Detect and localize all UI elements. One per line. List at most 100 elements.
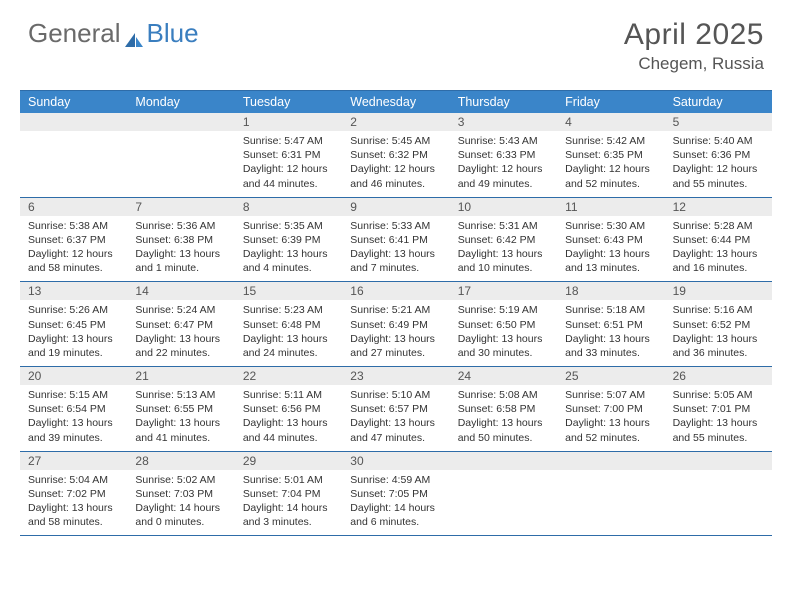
weekday-header: Friday bbox=[557, 91, 664, 113]
day-number-row: 13141516171819 bbox=[20, 282, 772, 300]
daylight-line: Daylight: 13 hours and 52 minutes. bbox=[565, 416, 656, 444]
day-number: 15 bbox=[235, 282, 342, 300]
day-number: 16 bbox=[342, 282, 449, 300]
calendar: SundayMondayTuesdayWednesdayThursdayFrid… bbox=[20, 90, 772, 536]
sunrise-line: Sunrise: 5:47 AM bbox=[243, 134, 334, 148]
sunset-line: Sunset: 7:04 PM bbox=[243, 487, 334, 501]
sunrise-line: Sunrise: 5:24 AM bbox=[135, 303, 226, 317]
daylight-line: Daylight: 13 hours and 33 minutes. bbox=[565, 332, 656, 360]
day-number: 8 bbox=[235, 198, 342, 216]
day-number: 7 bbox=[127, 198, 234, 216]
daylight-line: Daylight: 13 hours and 50 minutes. bbox=[458, 416, 549, 444]
daylight-line: Daylight: 13 hours and 19 minutes. bbox=[28, 332, 119, 360]
sunset-line: Sunset: 6:52 PM bbox=[673, 318, 764, 332]
sunset-line: Sunset: 6:50 PM bbox=[458, 318, 549, 332]
day-number: 14 bbox=[127, 282, 234, 300]
daylight-line: Daylight: 12 hours and 55 minutes. bbox=[673, 162, 764, 190]
day-cell: Sunrise: 5:01 AMSunset: 7:04 PMDaylight:… bbox=[235, 470, 342, 536]
day-number: 27 bbox=[20, 452, 127, 470]
daylight-line: Daylight: 13 hours and 58 minutes. bbox=[28, 501, 119, 529]
daylight-line: Daylight: 14 hours and 3 minutes. bbox=[243, 501, 334, 529]
day-cell: Sunrise: 5:42 AMSunset: 6:35 PMDaylight:… bbox=[557, 131, 664, 197]
weekday-header: Tuesday bbox=[235, 91, 342, 113]
day-cell: Sunrise: 5:31 AMSunset: 6:42 PMDaylight:… bbox=[450, 216, 557, 282]
sunset-line: Sunset: 6:47 PM bbox=[135, 318, 226, 332]
weekday-header: Monday bbox=[127, 91, 234, 113]
sunrise-line: Sunrise: 5:11 AM bbox=[243, 388, 334, 402]
daylight-line: Daylight: 12 hours and 49 minutes. bbox=[458, 162, 549, 190]
day-cell: Sunrise: 5:18 AMSunset: 6:51 PMDaylight:… bbox=[557, 300, 664, 366]
sunset-line: Sunset: 6:58 PM bbox=[458, 402, 549, 416]
sunrise-line: Sunrise: 5:30 AM bbox=[565, 219, 656, 233]
day-number: 6 bbox=[20, 198, 127, 216]
day-number: 30 bbox=[342, 452, 449, 470]
day-number bbox=[557, 452, 664, 470]
daylight-line: Daylight: 13 hours and 30 minutes. bbox=[458, 332, 549, 360]
sunrise-line: Sunrise: 5:36 AM bbox=[135, 219, 226, 233]
day-cell: Sunrise: 5:05 AMSunset: 7:01 PMDaylight:… bbox=[665, 385, 772, 451]
day-content-row: Sunrise: 5:38 AMSunset: 6:37 PMDaylight:… bbox=[20, 216, 772, 282]
sunset-line: Sunset: 6:39 PM bbox=[243, 233, 334, 247]
sunrise-line: Sunrise: 5:38 AM bbox=[28, 219, 119, 233]
sunset-line: Sunset: 6:45 PM bbox=[28, 318, 119, 332]
sunset-line: Sunset: 6:51 PM bbox=[565, 318, 656, 332]
day-number: 2 bbox=[342, 113, 449, 131]
day-number bbox=[665, 452, 772, 470]
sunrise-line: Sunrise: 5:31 AM bbox=[458, 219, 549, 233]
daylight-line: Daylight: 13 hours and 36 minutes. bbox=[673, 332, 764, 360]
sunrise-line: Sunrise: 5:42 AM bbox=[565, 134, 656, 148]
daylight-line: Daylight: 13 hours and 44 minutes. bbox=[243, 416, 334, 444]
day-number: 12 bbox=[665, 198, 772, 216]
day-number: 3 bbox=[450, 113, 557, 131]
day-cell bbox=[127, 131, 234, 197]
sunrise-line: Sunrise: 5:10 AM bbox=[350, 388, 441, 402]
day-number bbox=[450, 452, 557, 470]
day-number: 28 bbox=[127, 452, 234, 470]
day-number: 9 bbox=[342, 198, 449, 216]
daylight-line: Daylight: 13 hours and 10 minutes. bbox=[458, 247, 549, 275]
sunset-line: Sunset: 7:05 PM bbox=[350, 487, 441, 501]
day-number: 5 bbox=[665, 113, 772, 131]
day-number: 10 bbox=[450, 198, 557, 216]
sunrise-line: Sunrise: 5:01 AM bbox=[243, 473, 334, 487]
daylight-line: Daylight: 14 hours and 0 minutes. bbox=[135, 501, 226, 529]
sunset-line: Sunset: 6:31 PM bbox=[243, 148, 334, 162]
sunrise-line: Sunrise: 5:07 AM bbox=[565, 388, 656, 402]
logo-text-blue: Blue bbox=[147, 18, 199, 49]
day-cell: Sunrise: 5:30 AMSunset: 6:43 PMDaylight:… bbox=[557, 216, 664, 282]
day-cell: Sunrise: 5:15 AMSunset: 6:54 PMDaylight:… bbox=[20, 385, 127, 451]
sunset-line: Sunset: 6:54 PM bbox=[28, 402, 119, 416]
day-content-row: Sunrise: 5:04 AMSunset: 7:02 PMDaylight:… bbox=[20, 470, 772, 536]
day-cell: Sunrise: 5:10 AMSunset: 6:57 PMDaylight:… bbox=[342, 385, 449, 451]
day-number: 29 bbox=[235, 452, 342, 470]
day-content-row: Sunrise: 5:26 AMSunset: 6:45 PMDaylight:… bbox=[20, 300, 772, 366]
sunset-line: Sunset: 6:41 PM bbox=[350, 233, 441, 247]
day-number: 17 bbox=[450, 282, 557, 300]
day-cell: Sunrise: 4:59 AMSunset: 7:05 PMDaylight:… bbox=[342, 470, 449, 536]
sunrise-line: Sunrise: 5:26 AM bbox=[28, 303, 119, 317]
day-cell: Sunrise: 5:26 AMSunset: 6:45 PMDaylight:… bbox=[20, 300, 127, 366]
sunset-line: Sunset: 6:56 PM bbox=[243, 402, 334, 416]
day-cell: Sunrise: 5:02 AMSunset: 7:03 PMDaylight:… bbox=[127, 470, 234, 536]
day-content-row: Sunrise: 5:47 AMSunset: 6:31 PM Daylight:… bbox=[20, 131, 772, 197]
sunset-line: Sunset: 6:49 PM bbox=[350, 318, 441, 332]
day-number bbox=[20, 113, 127, 131]
week-row: 6789101112Sunrise: 5:38 AMSunset: 6:37 P… bbox=[20, 198, 772, 283]
daylight-line: Daylight: 13 hours and 13 minutes. bbox=[565, 247, 656, 275]
day-number: 4 bbox=[557, 113, 664, 131]
day-cell: Sunrise: 5:19 AMSunset: 6:50 PMDaylight:… bbox=[450, 300, 557, 366]
daylight-line: Daylight: 13 hours and 7 minutes. bbox=[350, 247, 441, 275]
day-cell: Sunrise: 5:47 AMSunset: 6:31 PMDaylight:… bbox=[235, 131, 342, 197]
logo-sail-icon bbox=[123, 25, 145, 43]
logo-text-general: General bbox=[28, 18, 121, 49]
daylight-line: Daylight: 13 hours and 39 minutes. bbox=[28, 416, 119, 444]
day-cell: Sunrise: 5:24 AMSunset: 6:47 PMDaylight:… bbox=[127, 300, 234, 366]
sunset-line: Sunset: 6:35 PM bbox=[565, 148, 656, 162]
sunrise-line: Sunrise: 5:19 AM bbox=[458, 303, 549, 317]
sunrise-line: Sunrise: 5:05 AM bbox=[673, 388, 764, 402]
day-cell: Sunrise: 5:45 AMSunset: 6:32 PMDaylight:… bbox=[342, 131, 449, 197]
day-content-row: Sunrise: 5:15 AMSunset: 6:54 PMDaylight:… bbox=[20, 385, 772, 451]
daylight-line: Daylight: 13 hours and 47 minutes. bbox=[350, 416, 441, 444]
daylight-line: Daylight: 13 hours and 41 minutes. bbox=[135, 416, 226, 444]
day-cell: Sunrise: 5:16 AMSunset: 6:52 PMDaylight:… bbox=[665, 300, 772, 366]
